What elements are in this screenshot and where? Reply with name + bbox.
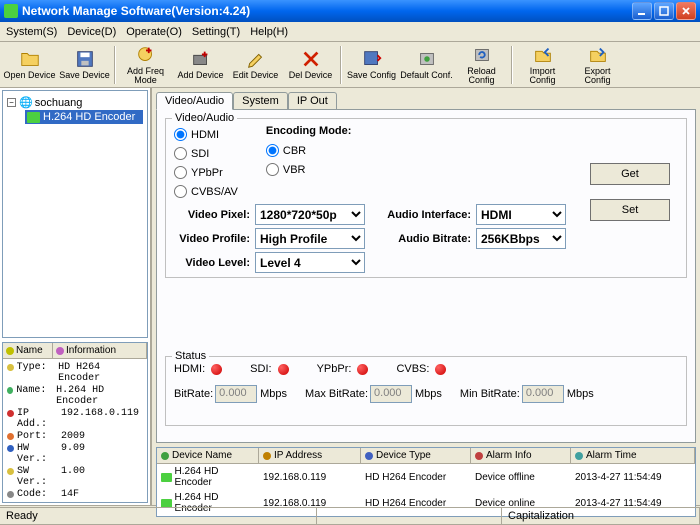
device-tree[interactable]: − 🌐 sochuang H.264 HD Encoder	[2, 90, 148, 338]
folder-open-icon	[19, 48, 41, 70]
va-legend: Video/Audio	[172, 112, 237, 124]
menu-help[interactable]: Help(H)	[248, 24, 290, 40]
radio-cbr[interactable]: CBR	[266, 144, 352, 157]
app-icon	[4, 4, 18, 18]
left-pane: − 🌐 sochuang H.264 HD Encoder Name Infor…	[0, 88, 152, 505]
save-config-button[interactable]: Save Config	[344, 44, 399, 86]
ab-label: Audio Bitrate:	[381, 233, 471, 245]
info-row: Code:14F	[7, 488, 143, 500]
status-cvbs-label: CVBS:	[396, 363, 429, 375]
status-ready: Ready	[0, 507, 317, 525]
import-config-button[interactable]: Import Config	[515, 44, 570, 86]
video-pixel-select[interactable]: 1280*720*50p	[255, 204, 365, 225]
maximize-button[interactable]	[654, 2, 674, 20]
edit-icon	[245, 48, 267, 70]
status-legend: Status	[172, 350, 209, 362]
device-row[interactable]: H.264 HD Encoder192.168.0.119HD H264 Enc…	[157, 464, 695, 490]
status-hdmi-label: HDMI:	[174, 363, 205, 375]
status-group: Status HDMI: SDI: YPbPr: CVBS: BitRate: …	[165, 356, 687, 426]
statusbar: Ready Capitalization	[0, 505, 700, 525]
menu-device[interactable]: Device(D)	[65, 24, 118, 40]
get-button[interactable]: Get	[590, 163, 670, 185]
device-add-icon	[190, 48, 212, 70]
right-pane: Video/Audio System IP Out Video/Audio HD…	[152, 88, 700, 505]
bitrate-label: BitRate:	[174, 388, 213, 400]
radio-cvbs[interactable]: CVBS/AV	[174, 185, 238, 198]
audio-interface-select[interactable]: HDMI	[476, 204, 566, 225]
del-device-button[interactable]: Del Device	[283, 44, 338, 86]
video-level-select[interactable]: Level 4	[255, 252, 365, 273]
status-sdi-dot	[278, 364, 289, 375]
aif-label: Audio Interface:	[381, 209, 471, 221]
export-config-button[interactable]: Export Config	[570, 44, 625, 86]
set-button[interactable]: Set	[590, 199, 670, 221]
info-row: IP Add.:192.168.0.119	[7, 407, 143, 430]
minbitrate-value: 0.000	[522, 385, 564, 403]
vprof-label: Video Profile:	[174, 233, 250, 245]
toolbar: Open Device Save Device Add Freq Mode Ad…	[0, 42, 700, 88]
radio-sdi[interactable]: SDI	[174, 147, 238, 160]
vpixel-label: Video Pixel:	[174, 209, 250, 221]
menu-operate[interactable]: Operate(O)	[124, 24, 184, 40]
window-title: Network Manage Software(Version:4.24)	[22, 4, 250, 18]
tab-system[interactable]: System	[233, 92, 288, 109]
status-cvbs-dot	[435, 364, 446, 375]
info-row: Port:2009	[7, 430, 143, 442]
tree-leaf-encoder[interactable]: H.264 HD Encoder	[25, 110, 143, 124]
freq-add-icon	[135, 44, 157, 66]
maxbitrate-label: Max BitRate:	[305, 388, 368, 400]
floppy-icon	[74, 48, 96, 70]
radio-vbr[interactable]: VBR	[266, 163, 352, 176]
enc-mode-label: Encoding Mode:	[266, 125, 352, 137]
tab-page: Video/Audio HDMI SDI YPbPr CVBS/AV Encod…	[156, 109, 696, 443]
maxbitrate-value: 0.000	[370, 385, 412, 403]
status-sdi-label: SDI:	[250, 363, 271, 375]
reload-icon	[471, 44, 493, 66]
edit-device-button[interactable]: Edit Device	[228, 44, 283, 86]
audio-bitrate-select[interactable]: 256KBbps	[476, 228, 566, 249]
default-icon	[416, 48, 438, 70]
status-ypbpr-label: YPbPr:	[317, 363, 352, 375]
menu-setting[interactable]: Setting(T)	[190, 24, 242, 40]
tab-ip-out[interactable]: IP Out	[288, 92, 337, 109]
save-device-button[interactable]: Save Device	[57, 44, 112, 86]
export-icon	[587, 44, 609, 66]
add-freq-button[interactable]: Add Freq Mode	[118, 44, 173, 86]
default-conf-button[interactable]: Default Conf.	[399, 44, 454, 86]
info-row: Name:H.264 HD Encoder	[7, 384, 143, 407]
radio-ypbpr[interactable]: YPbPr	[174, 166, 238, 179]
device-table-header: Device Name IP Address Device Type Alarm…	[157, 448, 695, 464]
info-panel: Name Information Type:HD H264 EncoderNam…	[2, 342, 148, 503]
save-config-icon	[361, 48, 383, 70]
tree-root[interactable]: − 🌐 sochuang	[7, 95, 143, 110]
minbitrate-label: Min BitRate:	[460, 388, 520, 400]
status-caps: Capitalization	[501, 507, 700, 525]
open-device-button[interactable]: Open Device	[2, 44, 57, 86]
vlevel-label: Video Level:	[174, 257, 250, 269]
import-icon	[532, 44, 554, 66]
close-button[interactable]	[676, 2, 696, 20]
delete-icon	[300, 48, 322, 70]
info-row: SW Ver.:1.00	[7, 465, 143, 488]
minimize-button[interactable]	[632, 2, 652, 20]
collapse-icon[interactable]: −	[7, 98, 16, 107]
video-audio-group: Video/Audio HDMI SDI YPbPr CVBS/AV Encod…	[165, 118, 687, 278]
window-titlebar: Network Manage Software(Version:4.24)	[0, 0, 700, 22]
info-row: HW Ver.:9.09	[7, 442, 143, 465]
add-device-button[interactable]: Add Device	[173, 44, 228, 86]
video-profile-select[interactable]: High Profile	[255, 228, 365, 249]
encoder-icon	[27, 112, 40, 123]
tab-video-audio[interactable]: Video/Audio	[156, 92, 233, 110]
status-hdmi-dot	[211, 364, 222, 375]
tab-bar: Video/Audio System IP Out	[152, 92, 700, 109]
info-row: Type:HD H264 Encoder	[7, 361, 143, 384]
reload-config-button[interactable]: Reload Config	[454, 44, 509, 86]
status-ypbpr-dot	[357, 364, 368, 375]
bitrate-value: 0.000	[215, 385, 257, 403]
radio-hdmi[interactable]: HDMI	[174, 128, 238, 141]
menu-system[interactable]: System(S)	[4, 24, 59, 40]
menubar: System(S) Device(D) Operate(O) Setting(T…	[0, 22, 700, 42]
